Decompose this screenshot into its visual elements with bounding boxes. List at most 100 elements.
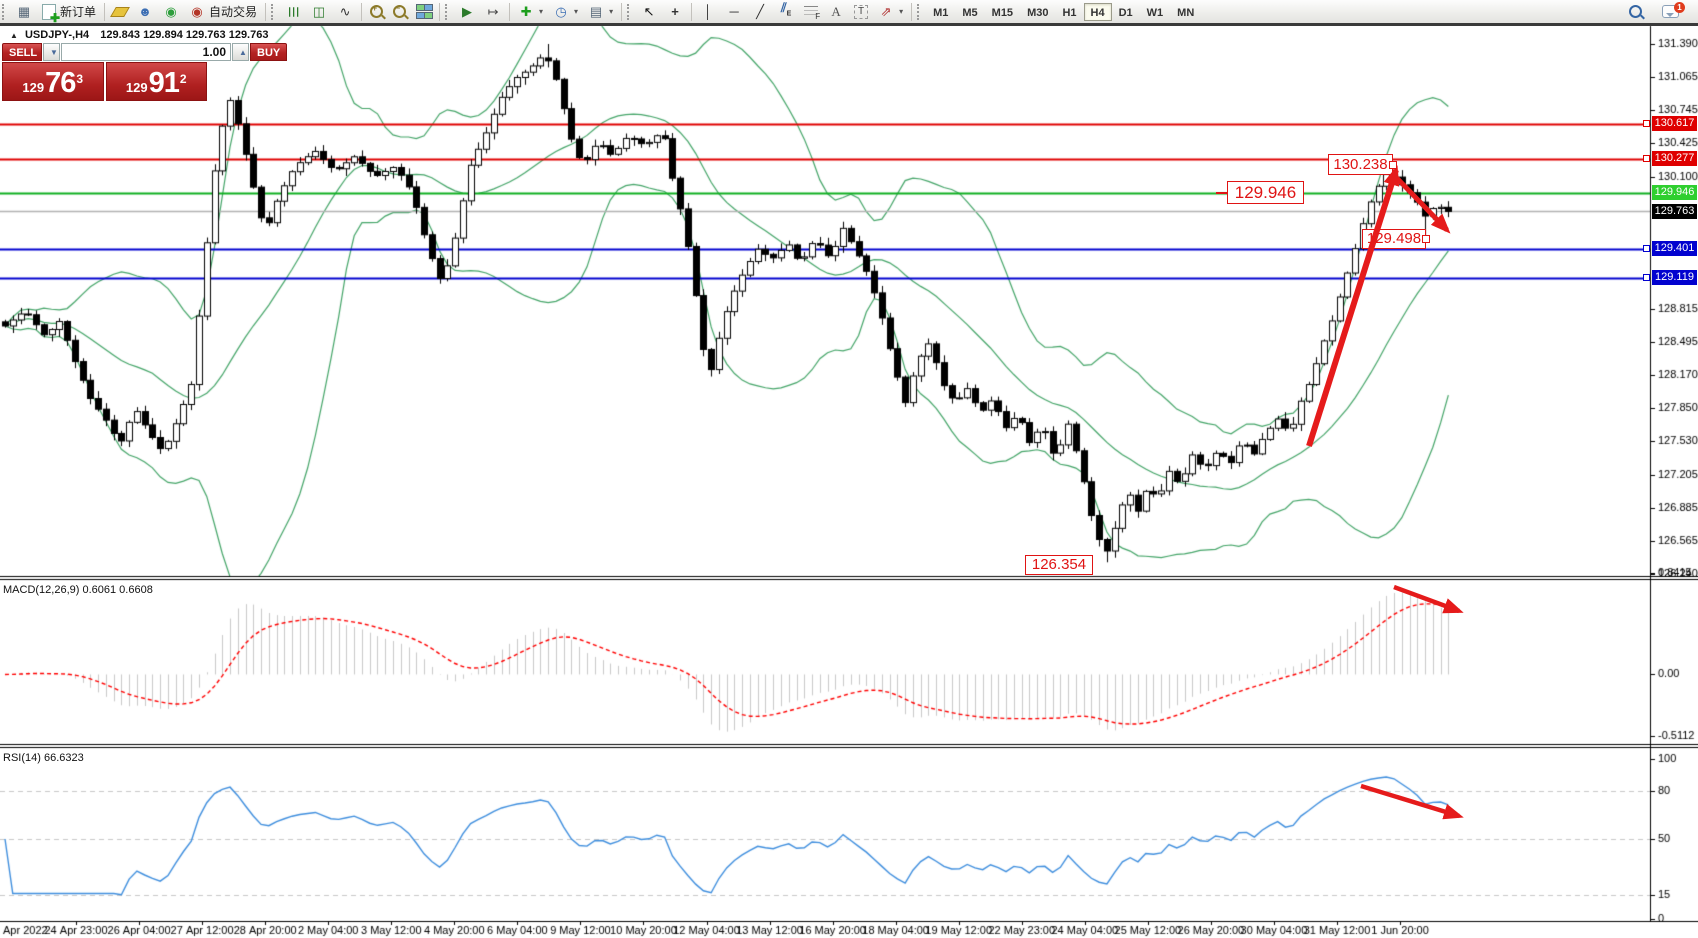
chart-window-icon: ▦ <box>17 3 31 19</box>
ohlc-values: 129.843 129.894 129.763 129.763 <box>100 29 269 41</box>
chart-shift-button[interactable]: ↦ <box>480 1 506 22</box>
line-chart-button[interactable]: ∿ <box>332 1 358 22</box>
buy-price-big: 91 <box>148 67 180 99</box>
text-label-icon: T <box>854 4 869 19</box>
sell-price-big: 76 <box>45 67 76 99</box>
annotation-handle[interactable] <box>1389 160 1397 169</box>
crosshair-icon: + <box>671 3 679 19</box>
trend-arrow-3[interactable] <box>1393 584 1464 614</box>
tab-timeframe-m1[interactable]: M1 <box>926 3 955 21</box>
profile-icon: ☻ <box>138 3 152 19</box>
line-endpoint-handle[interactable] <box>1643 245 1650 253</box>
one-click-trading-panel: SELL ▼ ▲ BUY 129 76 3 129 91 2 <box>2 43 288 101</box>
tab-timeframe-h4[interactable]: H4 <box>1083 2 1112 21</box>
chart-title: ▲ USDJPY-,H4 129.843 129.894 129.763 129… <box>10 29 268 41</box>
tab-timeframe-h1[interactable]: H1 <box>1055 3 1083 21</box>
price-annotation-126.354[interactable]: 126.354 <box>1025 555 1093 575</box>
price-annotation-129.946[interactable]: 129.946 <box>1227 181 1304 204</box>
auto-trading-label: 自动交易 <box>209 5 258 19</box>
annotation-handle[interactable] <box>1422 235 1430 243</box>
crosshair-button[interactable]: + <box>662 1 688 22</box>
rsi-label: RSI(14) 66.6323 <box>3 752 84 764</box>
line-endpoint-handle[interactable] <box>1643 274 1650 282</box>
auto-scroll-button[interactable]: ▶ <box>454 1 480 22</box>
sell-price-prefix: 129 <box>22 80 45 95</box>
collapse-triangle-icon[interactable]: ▲ <box>10 31 18 40</box>
price-badge-129.119: 129.119 <box>1652 270 1697 286</box>
zoom-in-button[interactable]: + <box>365 1 388 22</box>
buy-price-sup: 2 <box>179 72 187 86</box>
sell-price-display[interactable]: 129 76 3 <box>2 62 104 101</box>
zoom-out-icon: − <box>393 4 407 18</box>
new-order-button[interactable]: ✚ 新订单 <box>37 1 101 24</box>
arrows-tool-icon: ⇗ <box>880 3 892 19</box>
line-endpoint-handle[interactable] <box>1643 120 1650 128</box>
text-icon: A <box>831 3 841 19</box>
horizontal-line-button[interactable]: ─ <box>721 1 747 22</box>
sell-button[interactable]: SELL <box>2 43 42 61</box>
vertical-line-button[interactable]: │ <box>695 1 721 22</box>
chart-window-button[interactable]: ▦ <box>11 1 37 22</box>
channel-button[interactable]: ⫽E <box>773 0 799 22</box>
tile-windows-button[interactable] <box>411 1 436 22</box>
tab-timeframe-m5[interactable]: M5 <box>955 3 984 21</box>
tab-timeframe-mn[interactable]: MN <box>1170 3 1201 21</box>
text-button[interactable]: A <box>823 1 849 22</box>
add-indicator-button[interactable]: ✚ ▾ <box>513 1 548 22</box>
notifications-button[interactable]: 1 <box>1657 1 1685 22</box>
price-badge-130.277: 130.277 <box>1652 151 1697 167</box>
trend-arrow-4[interactable] <box>1360 783 1464 820</box>
notification-badge: 1 <box>1674 2 1685 13</box>
cursor-button[interactable]: ↖ <box>636 1 662 22</box>
volume-input[interactable] <box>61 43 231 61</box>
buy-price-display[interactable]: 129 91 2 <box>105 62 207 101</box>
trendline-icon: ╱ <box>756 3 764 19</box>
buy-button[interactable]: BUY <box>250 43 288 61</box>
vertical-line-icon: │ <box>704 3 713 19</box>
price-annotation-130.238[interactable]: 130.238 <box>1328 154 1393 175</box>
profile-button[interactable]: ☻ <box>132 1 158 22</box>
equidistant-channel-icon: ⫽E <box>780 0 792 18</box>
signal-button[interactable]: ◉ <box>158 1 184 22</box>
main-toolbar: ▦ ✚ 新订单 ☻ ◉ ◉ 自动交易 ☰ ◫ ∿ + − ▶ ↦ ✚ ▾ ◷ ▾ ▤… <box>0 0 1698 26</box>
buy-price-prefix: 129 <box>125 80 148 95</box>
search-button[interactable] <box>1624 1 1647 22</box>
periods-button[interactable]: ◷ ▾ <box>548 1 583 22</box>
trend-arrow-2[interactable] <box>1390 171 1451 234</box>
symbol-label: USDJPY-,H4 <box>24 29 90 41</box>
trend-arrow-1[interactable] <box>1306 165 1400 447</box>
tab-timeframe-m15[interactable]: M15 <box>985 3 1020 21</box>
new-order-label: 新订单 <box>60 5 97 19</box>
tab-timeframe-m30[interactable]: M30 <box>1020 3 1055 21</box>
fibonacci-button[interactable]: F <box>799 1 823 22</box>
tile-windows-icon <box>416 4 434 19</box>
fibonacci-icon: F <box>804 5 820 21</box>
zoom-out-button[interactable]: − <box>388 1 411 22</box>
template-button[interactable]: ▤ ▾ <box>583 1 618 22</box>
line-endpoint-handle[interactable] <box>1643 155 1650 163</box>
text-label-button[interactable]: T <box>849 1 873 22</box>
trendline-button[interactable]: ╱ <box>747 1 773 22</box>
tab-timeframe-d1[interactable]: D1 <box>1112 3 1140 21</box>
new-order-icon: ✚ <box>42 3 60 24</box>
auto-trading-button[interactable]: ◉ 自动交易 <box>184 1 262 22</box>
chart-shift-icon: ↦ <box>487 3 499 19</box>
volume-up-button[interactable]: ▲ <box>232 43 249 61</box>
macd-label: MACD(12,26,9) 0.6061 0.6608 <box>3 584 153 596</box>
candlestick-button[interactable]: ◫ <box>306 1 332 22</box>
price-badge-129.763: 129.763 <box>1652 203 1697 219</box>
line-chart-icon: ∿ <box>339 3 351 19</box>
price-badge-129.946: 129.946 <box>1652 185 1697 201</box>
volume-down-button[interactable]: ▼ <box>43 43 60 61</box>
cursor-icon: ↖ <box>643 3 655 19</box>
price-badge-129.401: 129.401 <box>1652 241 1697 257</box>
toolbar-grip[interactable] <box>2 3 9 20</box>
tab-timeframe-w1[interactable]: W1 <box>1140 3 1171 21</box>
auto-scroll-icon: ▶ <box>462 3 473 19</box>
price-badge-130.617: 130.617 <box>1652 116 1697 132</box>
auto-trading-icon: ◉ <box>191 3 203 19</box>
arrows-tool-button[interactable]: ⇗ ▾ <box>873 1 908 22</box>
